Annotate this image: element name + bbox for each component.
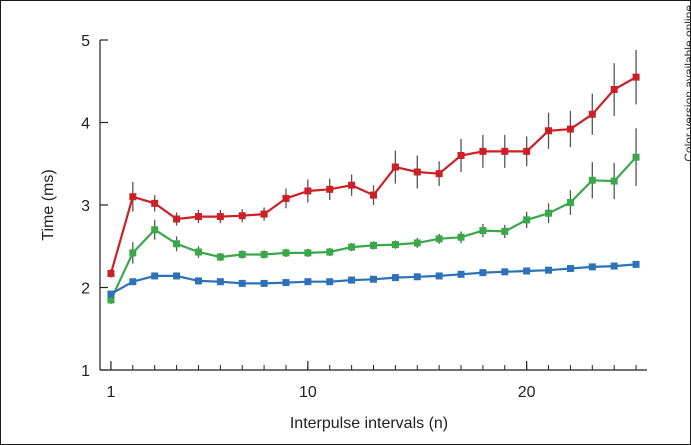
data-point <box>304 187 312 195</box>
data-point <box>523 147 531 155</box>
data-point <box>610 177 618 185</box>
data-point <box>391 241 399 249</box>
data-point <box>501 147 509 155</box>
data-point <box>369 275 377 283</box>
data-point <box>435 170 443 178</box>
plot-area <box>107 49 640 304</box>
data-point <box>610 86 618 94</box>
y-tick-label: 3 <box>81 198 90 215</box>
data-point <box>194 277 202 285</box>
data-point <box>348 276 356 284</box>
data-point <box>588 263 596 271</box>
data-point <box>282 249 290 257</box>
data-point <box>173 215 181 223</box>
data-point <box>260 251 268 259</box>
data-point <box>391 163 399 171</box>
data-point <box>632 153 640 161</box>
data-point <box>566 199 574 207</box>
y-axis-label: Time (ms) <box>40 169 57 240</box>
data-point <box>129 278 137 286</box>
data-point <box>545 266 553 274</box>
data-point <box>282 194 290 202</box>
data-point <box>479 227 487 235</box>
data-point <box>238 279 246 287</box>
data-point <box>369 191 377 199</box>
data-point <box>260 210 268 218</box>
y-tick-label: 2 <box>81 281 90 298</box>
data-point <box>326 278 334 286</box>
data-point <box>435 272 443 280</box>
series-1 <box>107 49 640 278</box>
data-point <box>369 241 377 249</box>
data-point <box>457 270 465 278</box>
data-point <box>238 251 246 259</box>
data-point <box>545 127 553 135</box>
data-point <box>348 243 356 251</box>
data-point <box>194 213 202 221</box>
y-tick-label: 5 <box>81 33 90 50</box>
x-tick-label: 20 <box>518 384 536 401</box>
data-point <box>129 193 137 201</box>
data-point <box>523 267 531 275</box>
data-point <box>391 274 399 282</box>
data-point <box>194 248 202 256</box>
data-point <box>501 268 509 276</box>
data-point <box>610 262 618 270</box>
data-point <box>588 110 596 118</box>
data-point <box>173 272 181 280</box>
data-point <box>457 152 465 160</box>
data-point <box>479 269 487 277</box>
data-point <box>435 235 443 243</box>
series-3 <box>107 260 640 298</box>
data-point <box>260 279 268 287</box>
x-tick-label: 1 <box>106 384 115 401</box>
x-tick-label: 10 <box>299 384 317 401</box>
data-point <box>238 212 246 220</box>
data-point <box>523 216 531 224</box>
data-point <box>588 176 596 184</box>
data-point <box>545 209 553 217</box>
data-point <box>566 265 574 273</box>
data-point <box>304 278 312 286</box>
data-point <box>457 233 465 241</box>
data-point <box>413 168 421 176</box>
data-point <box>173 240 181 248</box>
data-point <box>326 248 334 256</box>
y-tick-label: 4 <box>81 116 90 133</box>
chart-axes: 1 2 3 4 5 1 10 20 <box>81 33 647 401</box>
x-axis-label: Interpulse intervals (n) <box>290 415 448 432</box>
data-point <box>216 278 224 286</box>
data-point <box>326 185 334 193</box>
data-point <box>282 279 290 287</box>
data-point <box>151 272 159 280</box>
data-point <box>216 213 224 221</box>
data-point <box>151 226 159 234</box>
data-point <box>413 239 421 247</box>
data-point <box>107 290 115 298</box>
data-point <box>566 125 574 133</box>
side-note-text: Color version available online <box>682 5 691 162</box>
data-point <box>107 296 115 304</box>
data-point <box>107 269 115 277</box>
data-point <box>632 260 640 268</box>
data-point <box>501 227 509 235</box>
y-tick-label: 1 <box>81 363 90 380</box>
series-2 <box>107 128 640 304</box>
data-point <box>413 273 421 281</box>
data-point <box>129 249 137 257</box>
data-point <box>151 199 159 207</box>
data-point <box>304 249 312 257</box>
data-point <box>348 181 356 189</box>
data-point <box>479 147 487 155</box>
data-point <box>632 73 640 81</box>
data-point <box>216 253 224 261</box>
